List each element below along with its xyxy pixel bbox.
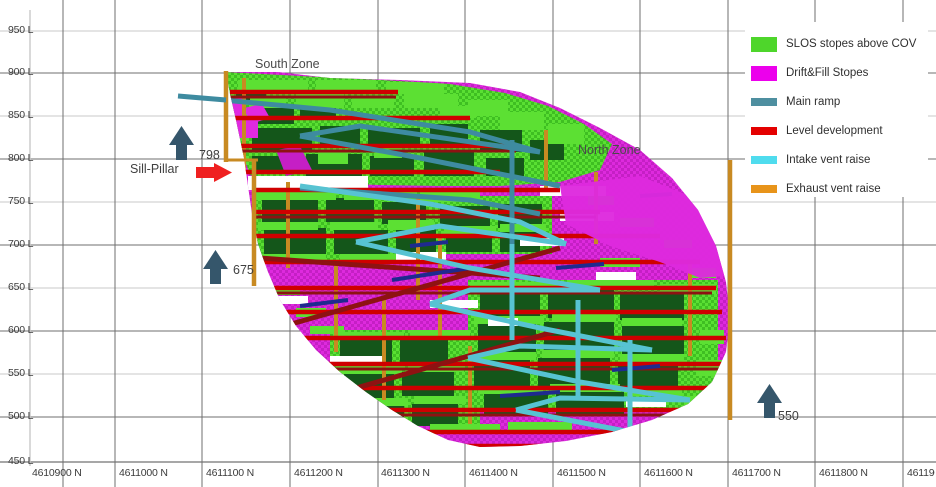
level-label-675: 675 xyxy=(233,263,254,277)
x-tick-4611100: 4611100 N xyxy=(206,467,255,479)
x-tick-4611200: 4611200 N xyxy=(294,467,343,479)
y-tick-900: 900 L xyxy=(8,66,34,78)
north-zone-label: North Zone xyxy=(578,143,641,157)
x-tick-4611700: 4611700 N xyxy=(732,467,781,479)
y-tick-800: 800 L xyxy=(8,152,34,164)
main-ramp-swatch-icon xyxy=(751,98,777,106)
y-tick-550: 550 L xyxy=(8,367,34,379)
x-tick-4610900: 4610900 N xyxy=(32,467,82,479)
legend-item-intake-vent[interactable]: Intake vent raise xyxy=(751,150,870,170)
north-drift-fill-cap xyxy=(560,176,726,278)
level-development-swatch-icon xyxy=(751,127,777,135)
level-arrow-675 xyxy=(203,250,228,284)
x-tick-4611300: 4611300 N xyxy=(381,467,430,479)
orebody-envelope xyxy=(226,72,730,447)
main-ramp-path xyxy=(226,93,561,250)
y-tick-850: 850 L xyxy=(8,109,34,121)
legend-label-exhaust-vent: Exhaust vent raise xyxy=(786,183,881,195)
intake-vent-swatch-icon xyxy=(751,156,777,164)
y-tick-750: 750 L xyxy=(8,195,34,207)
legend-item-level-development[interactable]: Level development xyxy=(751,121,883,141)
boundary-vent-raises xyxy=(223,71,733,420)
x-tick-4611800: 4611800 N xyxy=(819,467,868,479)
y-tick-600: 600 L xyxy=(8,324,34,336)
y-tick-700: 700 L xyxy=(8,238,34,250)
x-tick-4611900: 4611900 N xyxy=(907,467,935,479)
y-tick-450: 450 L xyxy=(8,455,34,467)
main-ramp-entry xyxy=(177,93,227,103)
legend-item-slos[interactable]: SLOS stopes above COV xyxy=(751,34,916,54)
x-tick-4611000: 4611000 N xyxy=(119,467,168,479)
exhaust-vent-swatch-icon xyxy=(751,185,777,193)
annotation-arrows xyxy=(169,126,782,418)
legend-label-main-ramp: Main ramp xyxy=(786,96,841,108)
legend-item-drift-fill[interactable]: Drift&Fill Stopes xyxy=(751,63,868,83)
legend-item-main-ramp[interactable]: Main ramp xyxy=(751,92,840,112)
x-tick-4611600: 4611600 N xyxy=(644,467,693,479)
intake-vent-ramp xyxy=(299,183,701,447)
legend-label-drift-fill: Drift&Fill Stopes xyxy=(786,67,869,79)
slos-swatch-icon xyxy=(751,36,777,52)
legend-label-slos: SLOS stopes above COV xyxy=(786,38,917,50)
x-tick-4611500: 4611500 N xyxy=(557,467,606,479)
y-tick-950: 950 L xyxy=(8,24,34,36)
level-label-798: 798 xyxy=(199,148,220,162)
legend-item-exhaust-vent[interactable]: Exhaust vent raise xyxy=(751,179,881,199)
south-zone-label: South Zone xyxy=(255,57,320,71)
y-tick-650: 650 L xyxy=(8,281,34,293)
x-tick-4611400: 4611400 N xyxy=(469,467,518,479)
level-label-550: 550 xyxy=(778,409,799,423)
level-arrow-550 xyxy=(757,384,782,418)
legend-label-level-development: Level development xyxy=(786,125,883,137)
y-tick-500: 500 L xyxy=(8,410,34,422)
level-arrow-798 xyxy=(169,126,194,160)
sill-pillar-arrow xyxy=(196,163,232,182)
legend: SLOS stopes above COV Drift&Fill Stopes … xyxy=(745,22,928,197)
drift-fill-swatch-icon xyxy=(751,65,777,81)
sill-pillar-label: Sill-Pillar xyxy=(130,162,179,176)
legend-label-intake-vent: Intake vent raise xyxy=(786,154,871,166)
